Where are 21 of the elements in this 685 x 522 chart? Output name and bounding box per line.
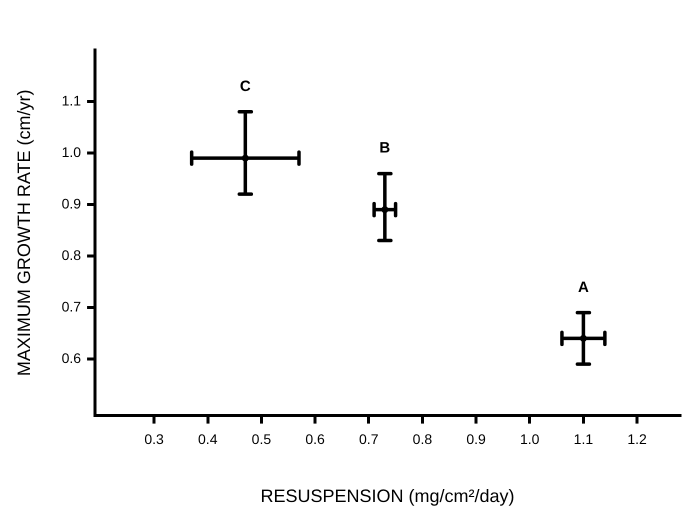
annotation: B — [379, 140, 390, 157]
x-tick-label: 1.0 — [520, 430, 540, 447]
y-tick-label: 0.8 — [62, 246, 82, 263]
y-tick-label: 1.0 — [62, 144, 82, 160]
x-tick-label: 0.6 — [305, 430, 326, 447]
x-tick-label: 0.7 — [359, 430, 379, 447]
y-tick-label: 0.9 — [62, 195, 82, 212]
x-tick-label: 0.8 — [412, 430, 432, 447]
x-tick-label: 1.2 — [627, 430, 648, 447]
annotation: A — [578, 278, 589, 296]
x-tick-label: 0.9 — [466, 430, 486, 447]
y-tick-label: 1.1 — [62, 92, 82, 108]
x-tick-label: 0.5 — [252, 430, 272, 447]
x-tick-label: 0.4 — [198, 430, 218, 447]
x-tick-label: 0.3 — [144, 430, 164, 447]
x-axis-title: RESUSPENSION (mg/cm²/day) — [260, 486, 515, 506]
annotation: C — [240, 78, 251, 95]
y-tick-label: 0.7 — [62, 298, 82, 314]
y-tick-label: 0.6 — [62, 350, 82, 366]
y-axis-title: MAXIMUM GROWTH RATE (cm/yr) — [14, 89, 34, 376]
x-tick-label: 1.1 — [574, 430, 594, 447]
